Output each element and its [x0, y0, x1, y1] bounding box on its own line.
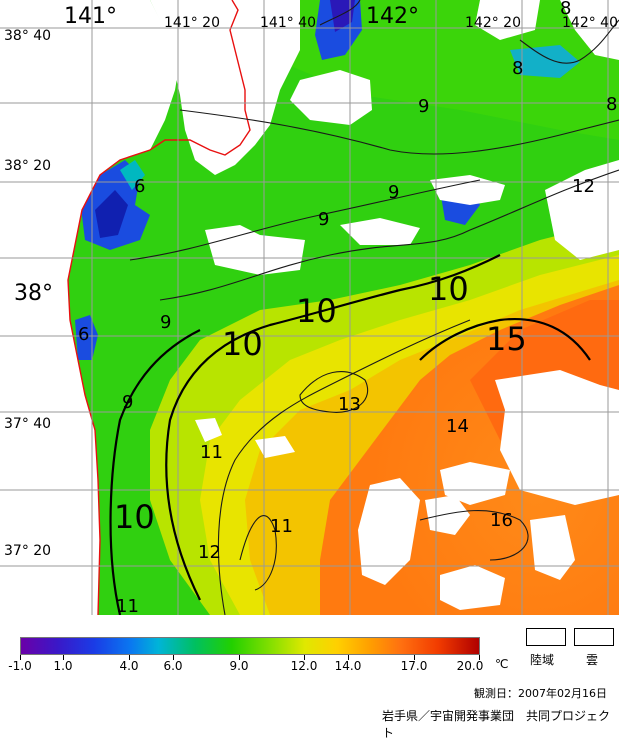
unit-label: ℃ [495, 657, 509, 671]
contour-label: 11 [200, 442, 223, 463]
colorbar-tick-label: 17.0 [400, 659, 428, 673]
lon-label: 141° [64, 4, 117, 29]
colorbar-tick-label: 12.0 [290, 659, 318, 673]
lon-label: 142° 40 [562, 15, 618, 31]
colorbar-tick-label: 4.0 [119, 659, 139, 673]
lat-lon-grid [0, 0, 619, 615]
contour-label: 9 [122, 392, 133, 413]
colorbar-tick-label: 20.0 [456, 659, 484, 673]
contour-label: 9 [418, 96, 429, 117]
coastline [67, 0, 251, 615]
contour-label: 8 [512, 58, 523, 79]
lon-label: 142° [366, 4, 419, 29]
sea-surface-temperature-map: 141° 141° 20 141° 40 142° 142° 20 142° 4… [0, 0, 619, 615]
lat-label: 38° 20 [4, 158, 51, 174]
contour-label: 6 [134, 176, 145, 197]
contour-label: 9 [160, 312, 171, 333]
contour-label: 10 [114, 498, 155, 536]
isotherms [109, 0, 619, 615]
land-swatch [526, 628, 566, 646]
land-label: 陸域 [530, 653, 555, 667]
contour-label: 16 [490, 510, 513, 531]
land-area [0, 0, 180, 615]
contour-label: 14 [446, 416, 469, 437]
contour-label: 11 [270, 516, 293, 537]
lat-label: 37° 40 [4, 416, 51, 432]
lat-label: 38° 40 [4, 28, 51, 44]
colorbar-tick-label: -1.0 [8, 659, 32, 673]
lon-label: 141° 20 [164, 15, 220, 31]
cloud-swatch [574, 628, 614, 646]
colorbar-tick-label: 14.0 [334, 659, 362, 673]
contour-label: 15 [486, 320, 527, 358]
contour-label: 10 [428, 270, 469, 308]
contour-label: 9 [318, 209, 329, 230]
contour-label: 11 [116, 596, 139, 615]
contour-label: 10 [222, 325, 263, 363]
lon-label: 142° 20 [465, 15, 521, 31]
colorbar-tick-label: 6.0 [163, 659, 183, 673]
temperature-colorbar [20, 637, 480, 655]
contour-label: 13 [338, 394, 361, 415]
contour-label: 8 [560, 0, 571, 19]
contour-label: 6 [78, 324, 89, 345]
contour-label: 8 [606, 94, 617, 115]
contour-label: 12 [572, 176, 595, 197]
lat-label: 38° [14, 281, 53, 306]
contour-label: 9 [388, 182, 399, 203]
map-canvas: 141° 141° 20 141° 40 142° 142° 20 142° 4… [0, 0, 619, 615]
colorbar-tick-label: 9.0 [229, 659, 249, 673]
lat-label: 37° 20 [4, 543, 51, 559]
lon-label: 141° 40 [260, 15, 316, 31]
observation-date: 観測日：2007年02月16日 [474, 687, 607, 700]
cloud-label: 雲 [586, 653, 599, 667]
contour-label: 12 [198, 542, 221, 563]
credit-line: 岩手県／宇宙開発事業団 共同プロジェクト [382, 709, 611, 740]
colorbar-tick-label: 1.0 [53, 659, 73, 673]
contour-label: 10 [296, 292, 337, 330]
